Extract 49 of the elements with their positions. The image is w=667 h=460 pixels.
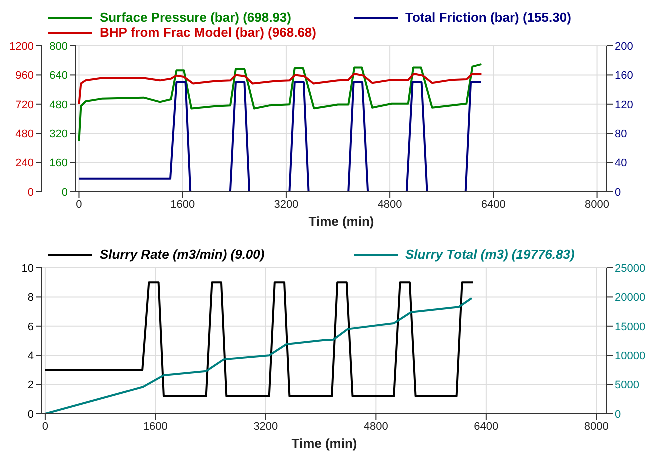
y2-tick-label: 15000 xyxy=(615,321,646,334)
legend-label: Slurry Total (m3) (19776.83) xyxy=(406,247,575,262)
y-tick-label: 8 xyxy=(28,292,34,304)
legend-label: Slurry Rate (m3/min) (9.00) xyxy=(100,247,265,262)
y-tick-label: 2 xyxy=(28,380,34,392)
x-tick-label: 8000 xyxy=(585,198,610,211)
x-tick-label: 1600 xyxy=(143,420,168,433)
line-series xyxy=(78,72,483,106)
y-tick-label: 0 xyxy=(62,186,68,199)
x-axis-title: Time (min) xyxy=(308,214,374,229)
y-tick-label: 4 xyxy=(28,350,34,363)
y2-tick-label: 0 xyxy=(615,408,622,421)
y-tick-label: 6 xyxy=(28,321,34,334)
y-tick-label: 800 xyxy=(50,40,68,53)
x-tick-label: 6400 xyxy=(481,198,506,211)
legend-label: BHP from Frac Model (bar) (968.68) xyxy=(100,25,316,40)
y3-tick-label: 960 xyxy=(16,70,34,82)
y2-tick-label: 5000 xyxy=(615,380,640,392)
y3-tick-label: 720 xyxy=(16,99,34,112)
legend-label: Surface Pressure (bar) (698.93) xyxy=(100,10,292,25)
y-tick-label: 10 xyxy=(22,262,34,275)
y2-tick-label: 20000 xyxy=(615,292,646,304)
y-tick-label: 160 xyxy=(50,158,68,170)
y-tick-label: 480 xyxy=(50,99,68,112)
x-tick-label: 3200 xyxy=(254,420,278,433)
legend-label: Total Friction (bar) (155.30) xyxy=(406,10,572,25)
x-axis-title: Time (min) xyxy=(292,436,358,451)
y2-tick-label: 200 xyxy=(615,40,634,53)
x-tick-label: 4800 xyxy=(378,198,402,211)
y-tick-label: 0 xyxy=(28,408,34,421)
y2-tick-label: 40 xyxy=(615,158,628,170)
y2-tick-label: 80 xyxy=(615,128,628,141)
y3-tick-label: 240 xyxy=(16,158,34,170)
y2-tick-label: 0 xyxy=(615,186,622,199)
y3-tick-label: 1200 xyxy=(10,40,34,53)
x-tick-label: 8000 xyxy=(584,420,609,433)
y-tick-label: 640 xyxy=(50,70,68,82)
y2-tick-label: 10000 xyxy=(615,350,646,363)
y-tick-label: 320 xyxy=(50,128,68,141)
y2-tick-label: 120 xyxy=(615,99,634,112)
line-series xyxy=(44,297,473,414)
x-tick-label: 3200 xyxy=(274,198,299,211)
y2-tick-label: 160 xyxy=(615,70,634,82)
y2-tick-label: 25000 xyxy=(615,262,646,275)
x-tick-label: 0 xyxy=(76,198,82,211)
line-series xyxy=(78,63,483,142)
x-tick-label: 6400 xyxy=(474,420,499,433)
x-tick-label: 4800 xyxy=(364,420,388,433)
x-tick-label: 1600 xyxy=(170,198,196,211)
